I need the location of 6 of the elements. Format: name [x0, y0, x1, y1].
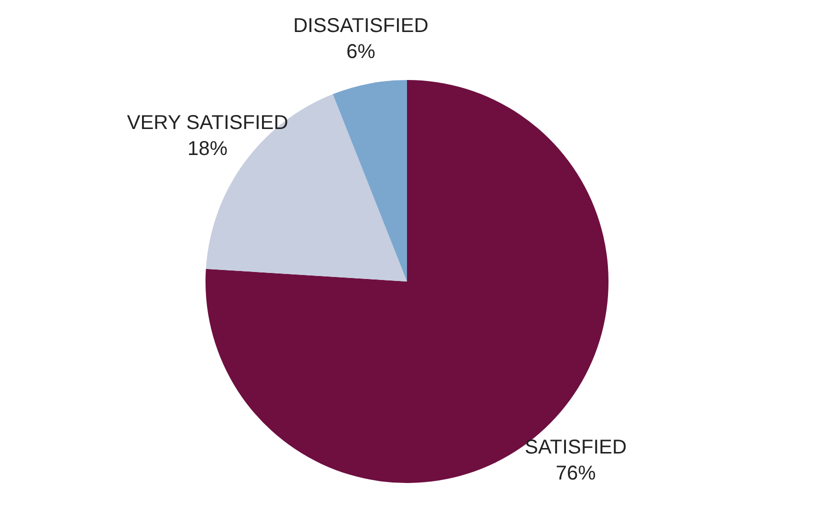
- slice-label: DISSATISFIED: [293, 14, 428, 37]
- data-label: 18%: [188, 138, 228, 160]
- data-label: 76%: [556, 462, 596, 485]
- slice-label: VERY SATISFIED: [126, 112, 288, 134]
- data-label: 6%: [346, 40, 376, 63]
- slice-label: SATISFIED: [524, 436, 627, 459]
